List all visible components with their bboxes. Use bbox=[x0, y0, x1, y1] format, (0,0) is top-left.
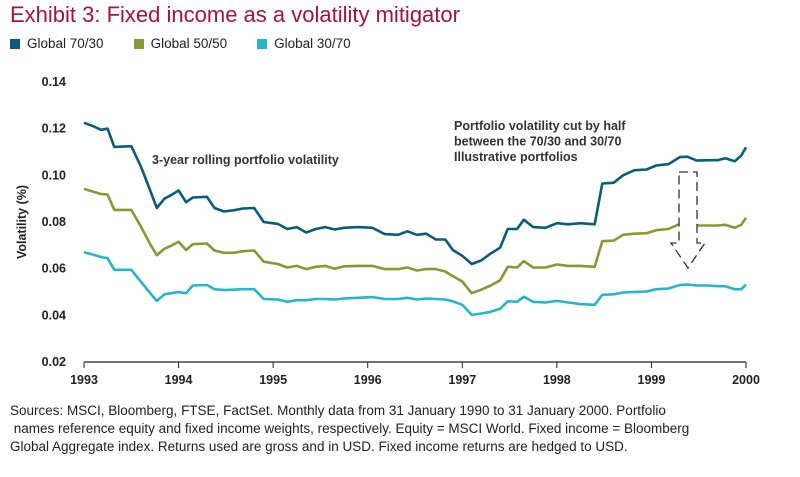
x-tick-label: 2000 bbox=[732, 373, 760, 387]
series-lines bbox=[83, 121, 748, 317]
series-line-70-30 bbox=[83, 121, 748, 266]
dashed-arrow bbox=[669, 171, 707, 270]
y-tick-label: 0.14 bbox=[42, 75, 66, 89]
footnote-line-3: Global Aggregate index. Returns used are… bbox=[10, 439, 628, 454]
legend-item-30-70: Global 30/70 bbox=[257, 36, 351, 51]
x-tick-label: 1995 bbox=[259, 373, 287, 387]
y-tick-label: 0.04 bbox=[42, 308, 66, 322]
x-tick-label: 1998 bbox=[543, 373, 571, 387]
legend-label-30-70: Global 30/70 bbox=[274, 36, 351, 51]
annotation-rolling-volatility: 3-year rolling portfolio volatility bbox=[152, 153, 339, 167]
y-tick-label: 0.08 bbox=[42, 215, 66, 229]
footnote-line-2: names reference equity and fixed income … bbox=[10, 421, 690, 436]
legend-swatch-70-30 bbox=[10, 38, 20, 49]
legend-item-70-30: Global 70/30 bbox=[10, 36, 104, 51]
legend-label-70-30: Global 70/30 bbox=[27, 36, 104, 51]
line-chart: 1993 1994 1995 1996 1997 1998 1999 2000 0.02 0.04… bbox=[15, 75, 760, 387]
x-tick-label: 1996 bbox=[354, 373, 382, 387]
x-tick-label: 1999 bbox=[638, 373, 666, 387]
footnote: Sources: MSCI, Bloomberg, FTSE, FactSet.… bbox=[10, 402, 790, 456]
chart-title: Exhibit 3: Fixed income as a volatility … bbox=[10, 2, 460, 27]
y-tick-label: 0.12 bbox=[42, 122, 66, 136]
legend-swatch-30-70 bbox=[257, 38, 268, 49]
legend-label-50-50: Global 50/50 bbox=[150, 36, 228, 51]
x-tick-label: 1997 bbox=[448, 373, 476, 387]
legend: Global 70/30 Global 50/50 Global 30/70 bbox=[10, 36, 351, 51]
series-line-30-70 bbox=[83, 251, 747, 317]
annotation-volatility-cut-line: Portfolio volatility cut by half bbox=[454, 119, 626, 133]
annotations: 3-year rolling portfolio volatility Portf… bbox=[152, 119, 707, 270]
y-tick-label: 0.06 bbox=[42, 262, 66, 276]
legend-item-50-50: Global 50/50 bbox=[133, 36, 228, 51]
axes: 1993 1994 1995 1996 1997 1998 1999 2000 0.02 0.04… bbox=[15, 75, 760, 387]
y-axis-label: Volatility (%) bbox=[15, 185, 29, 259]
annotation-volatility-cut-line: Illustrative portfolios bbox=[454, 150, 578, 164]
legend-swatch-50-50 bbox=[133, 38, 144, 49]
series-line-50-50 bbox=[83, 187, 748, 295]
annotation-volatility-cut-line: between the 70/30 and 30/70 bbox=[454, 135, 621, 149]
x-tick-label: 1994 bbox=[165, 373, 193, 387]
y-tick-label: 0.02 bbox=[42, 355, 66, 369]
y-tick-label: 0.10 bbox=[42, 168, 66, 182]
x-tick-label: 1993 bbox=[70, 373, 98, 387]
footnote-line-1: Sources: MSCI, Bloomberg, FTSE, FactSet.… bbox=[10, 403, 666, 418]
